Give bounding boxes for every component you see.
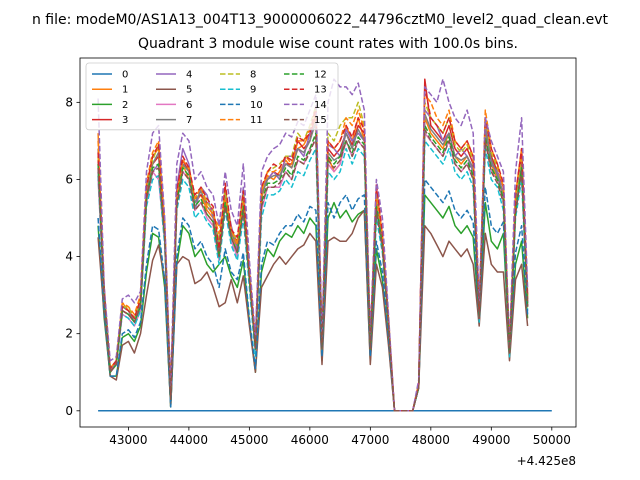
y-tick-label: 2 (65, 327, 73, 341)
legend-label-8: 8 (250, 70, 256, 81)
legend-label-14: 14 (314, 100, 327, 111)
series-line-15 (97, 128, 529, 412)
legend-label-3: 3 (122, 115, 128, 126)
y-tick-label: 8 (65, 95, 73, 109)
legend-label-9: 9 (250, 85, 256, 96)
legend-box (85, 62, 339, 131)
series-line-12 (97, 124, 529, 412)
legend-label-7: 7 (186, 115, 192, 126)
x-tick-label: 50000 (533, 433, 571, 447)
legend-label-12: 12 (314, 70, 327, 81)
series-line-7 (97, 113, 529, 412)
series-line-11 (97, 93, 529, 412)
x-tick-label: 44000 (170, 433, 208, 447)
series-line-5 (97, 209, 529, 412)
x-offset-label: +4.425e8 (517, 454, 576, 468)
legend-label-0: 0 (122, 70, 128, 81)
figure-suptitle: n file: modeM0/AS1A13_004T13_9000006022_… (31, 12, 609, 28)
chart-title: Quadrant 3 module wise count rates with … (138, 36, 518, 52)
y-tick-label: 0 (65, 404, 73, 418)
legend-label-5: 5 (186, 85, 192, 96)
y-tick-label: 6 (65, 172, 73, 186)
legend-label-6: 6 (186, 100, 192, 111)
legend-label-10: 10 (250, 100, 263, 111)
legend-label-2: 2 (122, 100, 128, 111)
legend-label-4: 4 (186, 70, 192, 81)
x-tick-label: 48000 (412, 433, 450, 447)
legend-label-13: 13 (314, 85, 327, 96)
series-line-13 (97, 86, 529, 412)
series-line-9 (97, 140, 529, 412)
x-tick-label: 47000 (351, 433, 389, 447)
legend-label-1: 1 (122, 85, 128, 96)
x-tick-label: 43000 (109, 433, 147, 447)
x-tick-label: 45000 (230, 433, 268, 447)
legend-label-15: 15 (314, 115, 327, 126)
legend-label-11: 11 (250, 115, 263, 126)
axes-frame (79, 57, 577, 428)
series-line-2 (97, 194, 529, 412)
y-tick-label: 4 (65, 250, 73, 264)
x-tick-label: 49000 (472, 433, 510, 447)
x-tick-label: 46000 (291, 433, 329, 447)
